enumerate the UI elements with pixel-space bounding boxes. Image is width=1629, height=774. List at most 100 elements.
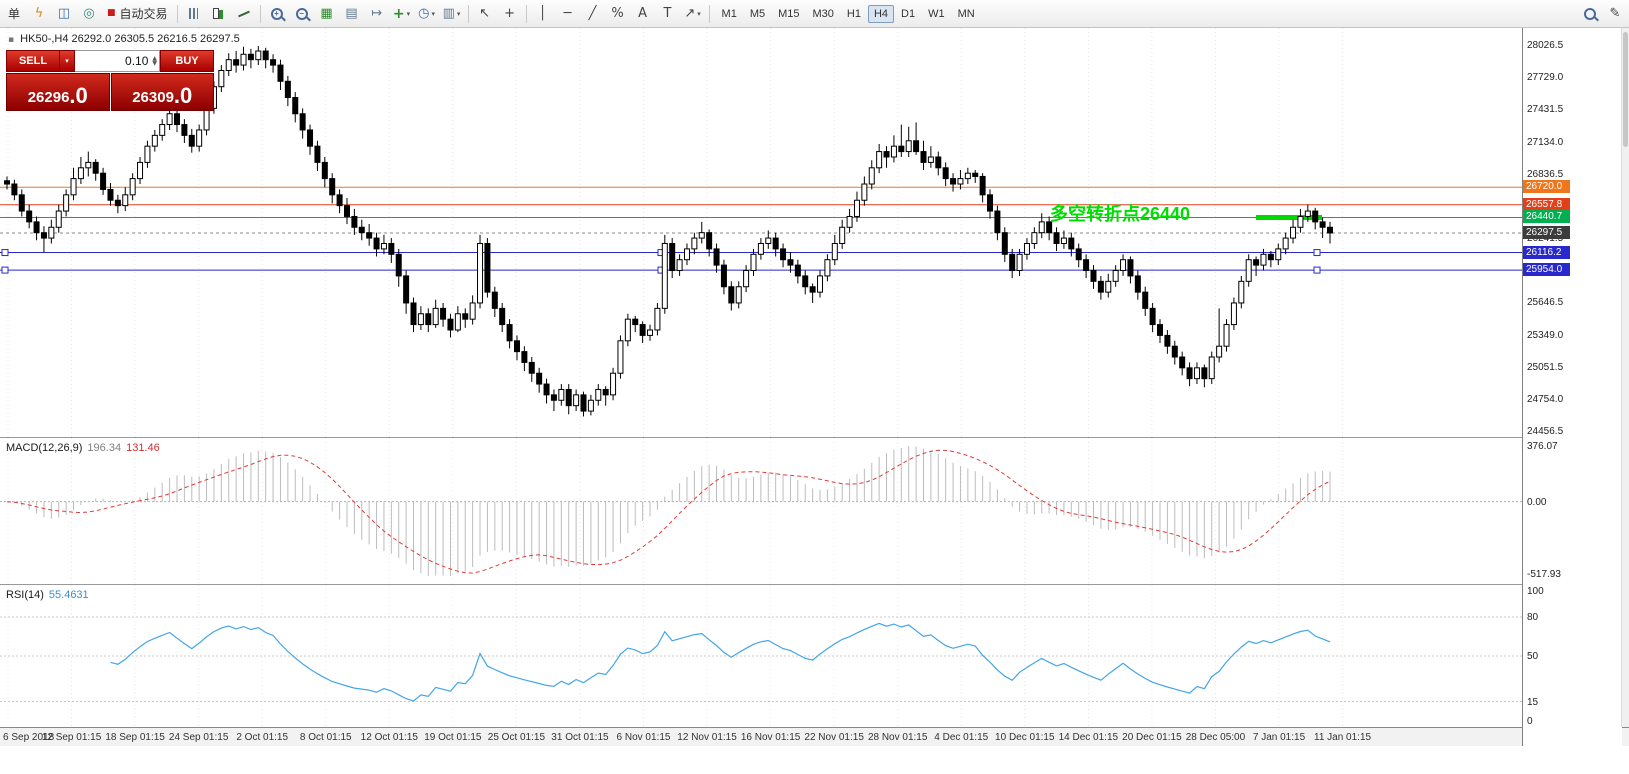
autotrading-label: 自动交易 [119, 7, 168, 21]
tile-windows-button[interactable]: ▦ [315, 3, 339, 25]
tile-windows-icon: ▦ [320, 6, 333, 21]
timeframe-m5[interactable]: M5 [749, 7, 766, 20]
timeframe-m30[interactable]: M30 [812, 7, 834, 20]
symbol-marker-icon: ▪ [8, 35, 15, 45]
timeframe-m1[interactable]: M1 [721, 7, 737, 20]
arrange-button[interactable]: ▤ [340, 3, 364, 25]
bar-chart-button[interactable] [182, 3, 206, 25]
profiles-button[interactable]: ◎ [77, 3, 101, 25]
rsi-canvas[interactable] [0, 585, 1522, 727]
axis-label: 80 [1527, 612, 1539, 623]
axis-label: 24754.0 [1527, 393, 1564, 405]
macd-panel[interactable]: MACD(12,26,9) 196.34 131.46 [0, 437, 1522, 584]
chevron-down-icon: ▾ [456, 9, 461, 18]
chart-annotation[interactable]: 多空转折点26440 [1050, 204, 1191, 224]
search-button[interactable] [1578, 3, 1602, 25]
price-scale[interactable]: 28026.527729.027431.527134.026836.526539… [1522, 28, 1622, 746]
time-label: 4 Dec 01:15 [934, 732, 989, 743]
timeframe-h4[interactable]: H4 [867, 4, 895, 23]
lot-size-input[interactable]: 0.10 ▲ ▼ [75, 50, 160, 72]
price-chart-panel[interactable]: ▪ HK50-,H4 26292.0 26305.5 26216.5 26297… [0, 28, 1522, 437]
vertical-line-button[interactable]: │ [531, 3, 555, 25]
zoom-in-button[interactable]: + [265, 3, 289, 25]
add-indicator-button[interactable]: + ▾ [390, 3, 414, 25]
axis-label: 376.07 [1527, 441, 1558, 452]
add-indicator-icon: + [392, 5, 405, 22]
timeframe-group: M1 M5 M15 M30 H1 H4 D1 W1 MN [716, 4, 981, 23]
timeframe-mn[interactable]: MN [957, 7, 975, 20]
crosshair-button[interactable]: + [498, 3, 522, 25]
level-price-tag: 26116.2 [1523, 245, 1570, 259]
new-order-label: 单 [7, 7, 20, 21]
lot-increase-icon[interactable]: ▲ [152, 55, 157, 62]
toolbar-separator [467, 4, 469, 23]
fibonacci-button[interactable]: % [606, 3, 630, 25]
chart-window-icon: ◫ [57, 6, 71, 21]
toolbar-separator [525, 4, 527, 23]
axis-label: 100 [1527, 586, 1544, 597]
text-label-icon: T [663, 6, 672, 21]
rsi-value: 55.4631 [48, 589, 89, 601]
lot-decrease-icon[interactable]: ▼ [152, 60, 157, 67]
sell-button[interactable]: SELL [6, 50, 60, 72]
chevron-down-icon: ▾ [431, 9, 435, 18]
arrows-tool-button[interactable]: ↗ ▾ [681, 3, 705, 25]
bid-price-button[interactable]: 26296.0 [6, 73, 110, 111]
time-label: 18 Sep 01:15 [105, 732, 165, 743]
sell-options-dropdown[interactable]: ▾ [60, 50, 75, 72]
time-label: 20 Dec 01:15 [1122, 732, 1182, 743]
search-icon [1584, 7, 1596, 20]
candlestick-chart-button[interactable] [207, 3, 231, 25]
timeframe-d1[interactable]: D1 [901, 7, 916, 20]
one-click-trade-panel: SELL ▾ 0.10 ▲ ▼ BUY 26296.0 26309.0 [6, 50, 214, 111]
new-chart-button[interactable]: ◫ [52, 3, 76, 25]
arrange-icon: ▤ [345, 6, 358, 21]
cursor-button[interactable]: ↖ [473, 3, 497, 25]
lot-value: 0.10 [125, 54, 149, 68]
autotrading-button[interactable]: ■ 自动交易 [102, 3, 173, 25]
time-label: 7 Jan 01:15 [1252, 732, 1306, 743]
line-chart-button[interactable] [232, 3, 256, 25]
time-label: 11 Jan 01:15 [1314, 732, 1372, 743]
time-axis[interactable]: 6 Sep 2018 12 Sep 01:15 18 Sep 01:15 24 Sep… [0, 727, 1629, 746]
price-chart-canvas[interactable] [0, 28, 1522, 437]
axis-label: -517.93 [1527, 569, 1561, 580]
new-order-button[interactable]: 单 [2, 3, 26, 25]
alerts-button[interactable]: ϟ [27, 3, 51, 25]
text-label-button[interactable]: T [656, 3, 680, 25]
time-label: 8 Oct 01:15 [299, 732, 352, 743]
symbol-info: ▪ HK50-,H4 26292.0 26305.5 26216.5 26297… [8, 33, 240, 45]
axis-label: 25646.5 [1527, 297, 1564, 309]
profiles-icon: ◎ [83, 6, 95, 21]
trendline-icon: ╱ [588, 6, 597, 21]
horizontal-line-button[interactable]: ─ [556, 3, 580, 25]
clock-icon: ◷ [418, 6, 430, 21]
current-price-tag: 26297.5 [1523, 225, 1570, 239]
zoom-out-icon: − [295, 7, 308, 20]
periods-button[interactable]: ◷ ▾ [415, 3, 439, 25]
ask-price-button[interactable]: 26309.0 [110, 73, 214, 111]
chart-shift-button[interactable]: ↦ [365, 3, 389, 25]
rsi-name: RSI(14) [6, 589, 44, 601]
vertical-scrollbar[interactable] [1621, 28, 1629, 727]
macd-canvas[interactable] [0, 438, 1522, 584]
horizontal-line-icon: ─ [563, 6, 572, 21]
trendline-button[interactable]: ╱ [581, 3, 605, 25]
axis-label: 27729.0 [1527, 72, 1564, 84]
rsi-panel[interactable]: RSI(14) 55.4631 [0, 584, 1522, 727]
time-label: 19 Oct 01:15 [424, 732, 482, 743]
text-tool-button[interactable]: A [631, 3, 655, 25]
zoom-out-button[interactable]: − [290, 3, 314, 25]
edit-button[interactable]: ✎ [1603, 3, 1627, 25]
text-icon: A [638, 6, 647, 21]
time-label: 12 Nov 01:15 [677, 732, 737, 743]
chevron-down-icon: ▾ [406, 9, 411, 18]
time-label: 25 Oct 01:15 [487, 732, 546, 743]
scrollbar-thumb[interactable] [1623, 32, 1628, 147]
buy-button[interactable]: BUY [160, 50, 214, 72]
timeframe-h1[interactable]: H1 [846, 7, 861, 20]
axis-label: 25349.0 [1527, 329, 1564, 341]
timeframe-w1[interactable]: W1 [928, 7, 945, 20]
templates-button[interactable]: ▥ ▾ [440, 3, 464, 25]
timeframe-m15[interactable]: M15 [778, 7, 800, 20]
